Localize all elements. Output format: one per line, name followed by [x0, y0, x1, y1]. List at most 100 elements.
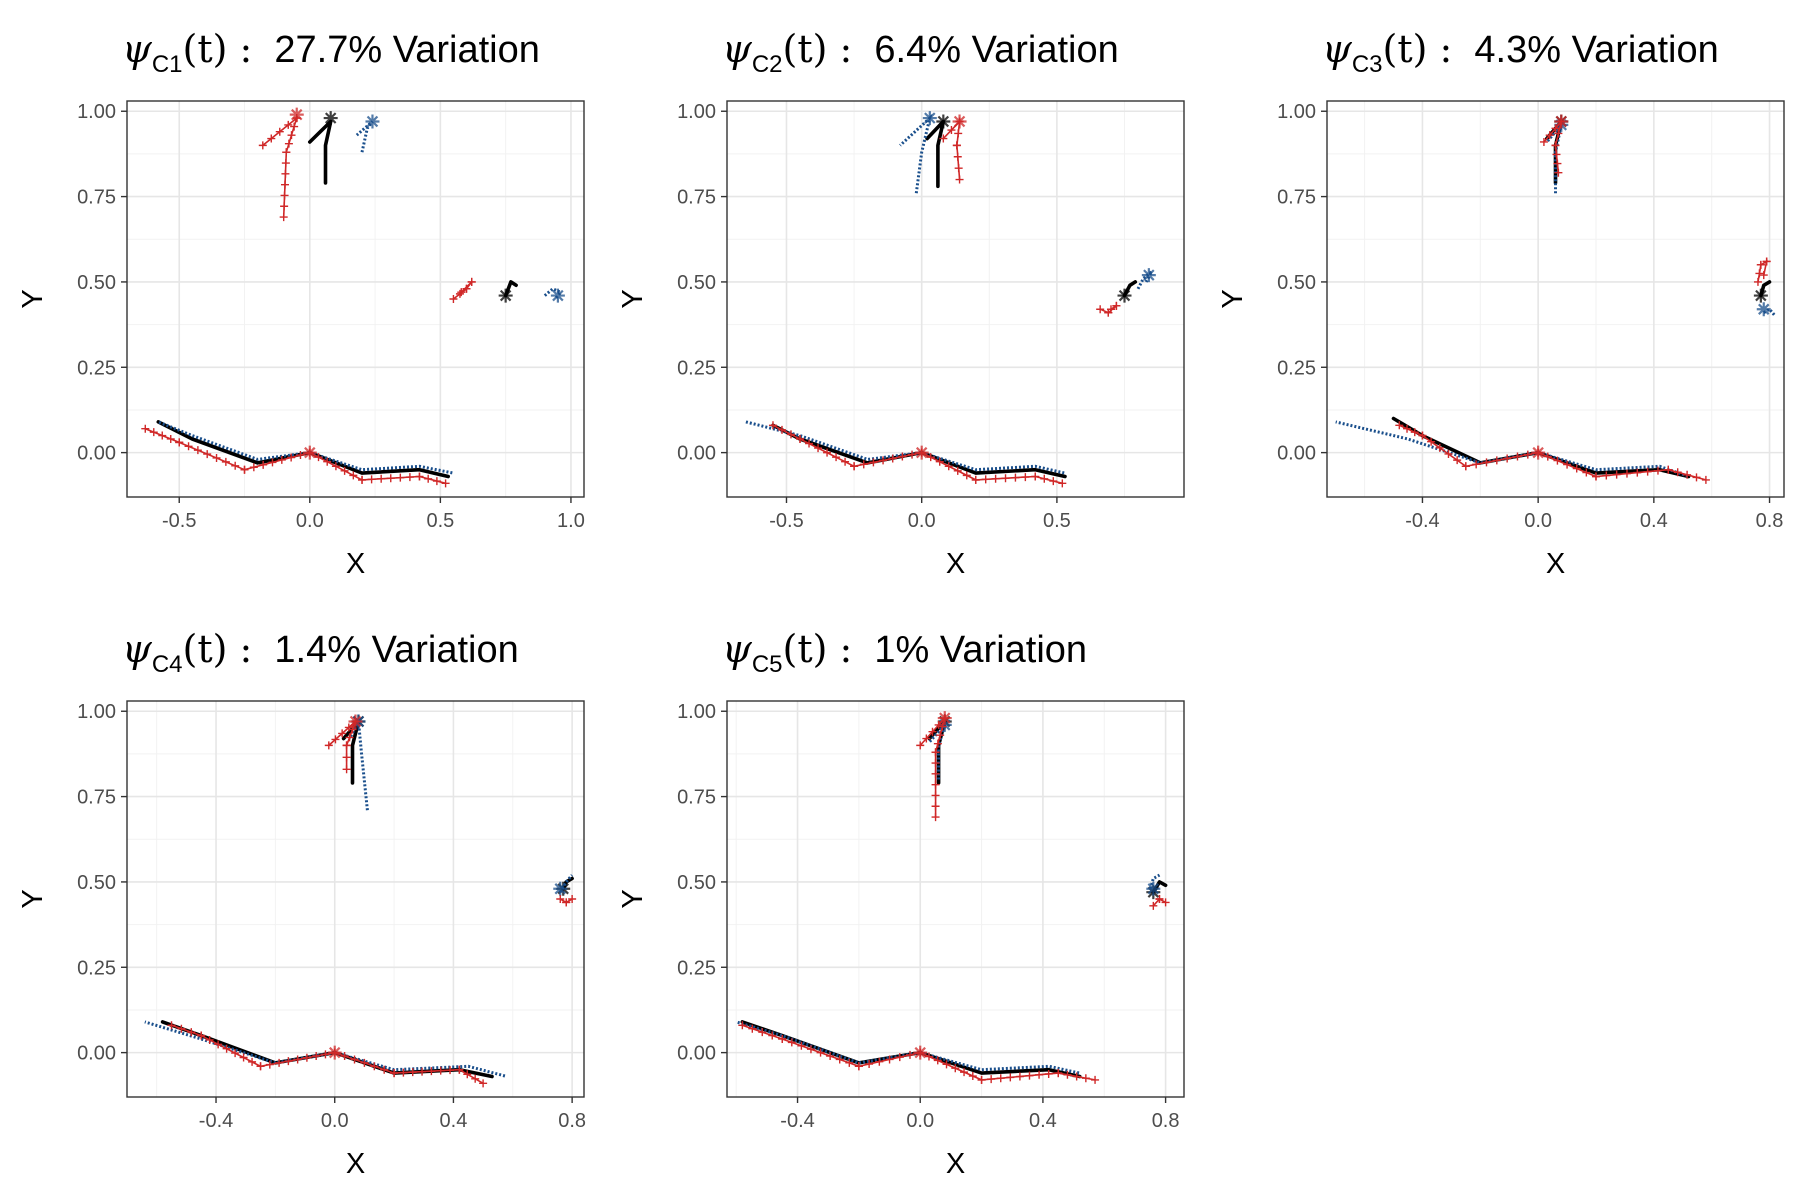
series-minus-marker	[1049, 477, 1058, 486]
series-minus-marker	[449, 295, 458, 303]
series-minus-line	[1398, 424, 1539, 468]
series-minus-marker	[832, 453, 841, 462]
title-argument: t	[1397, 27, 1412, 71]
y-tick-label: 0.50	[677, 272, 716, 294]
series-plus-line	[745, 420, 922, 461]
title-argument: t	[197, 27, 212, 71]
series-minus-marker	[952, 141, 961, 150]
series-minus-marker	[1554, 168, 1563, 177]
panel-border	[726, 100, 1185, 498]
x-tick-label: -0.4	[1405, 510, 1439, 532]
series-minus-marker	[1759, 271, 1768, 280]
x-tick-label: 1.0	[557, 510, 585, 532]
series-mean-line	[919, 450, 1067, 479]
series-minus-marker	[1664, 465, 1673, 474]
y-tick-label: 0.50	[77, 272, 116, 294]
series-minus-marker	[312, 1052, 321, 1061]
series-minus-marker	[778, 1034, 787, 1043]
y-axis-title: Y	[17, 889, 49, 908]
series-minus-marker	[971, 475, 980, 484]
series-minus-marker	[265, 1060, 274, 1069]
series-minus-marker	[1683, 470, 1692, 479]
x-axis-title: X	[946, 548, 965, 580]
title-variation: 1% Variation	[874, 629, 1087, 671]
series-minus-marker	[340, 466, 349, 475]
series-plus-line	[1763, 307, 1777, 318]
series-plus-start-star	[1141, 268, 1156, 283]
series-minus-marker	[865, 1060, 874, 1068]
y-tick-label: 1.00	[677, 101, 716, 123]
series-minus-marker	[968, 1072, 977, 1081]
series-minus-marker	[1149, 901, 1158, 910]
series-minus-marker	[1539, 137, 1548, 146]
panel-3: 0.00 0.25 0.50 0.75 1.00 -0.4 0.0 0.4 0.8 X YψC3(t…	[1217, 27, 1785, 580]
title-variation: 6.4% Variation	[874, 29, 1118, 71]
series-minus-marker	[436, 1066, 445, 1075]
y-tick-label: 0.25	[1277, 357, 1316, 379]
series-minus-start-star	[348, 714, 363, 729]
series-minus-start-star	[1531, 445, 1546, 460]
series-minus-marker	[342, 765, 351, 774]
series-plus-line	[558, 874, 574, 893]
series-minus-marker	[928, 727, 937, 736]
title-subscript: C4	[152, 651, 183, 678]
series-minus-marker	[358, 475, 367, 484]
x-axis-title: X	[946, 1148, 965, 1180]
title-subscript: C1	[152, 51, 183, 78]
series-mean-line	[1122, 280, 1138, 298]
title-symbol: ψ	[722, 27, 753, 71]
series-minus-marker	[380, 1065, 389, 1074]
series-minus-marker	[768, 1031, 777, 1040]
series-minus-marker	[1572, 464, 1581, 473]
series-minus-marker	[187, 1028, 196, 1037]
series-minus-marker	[248, 1057, 257, 1066]
panel-border	[126, 100, 585, 498]
y-tick-label: 0.00	[677, 1043, 716, 1065]
title-open-paren: (	[183, 627, 198, 671]
panel-data	[745, 111, 1156, 488]
series-minus-marker	[931, 802, 940, 811]
series-minus-marker	[1563, 460, 1572, 469]
series-mean-line	[1536, 450, 1691, 479]
y-axis-title: Y	[1217, 289, 1249, 308]
series-minus-start-star	[937, 711, 952, 726]
series-minus-marker	[396, 473, 405, 482]
series-minus-marker	[1472, 460, 1481, 469]
title-open-paren: (	[783, 27, 798, 71]
series-minus-marker	[1072, 1072, 1081, 1081]
series-minus-marker	[879, 456, 888, 465]
series-minus-marker	[290, 122, 299, 131]
title-symbol: ψ	[122, 27, 153, 71]
series-minus-marker	[345, 733, 354, 742]
series-plus-start-star	[1146, 881, 1161, 896]
series-minus-marker	[908, 450, 917, 459]
series-minus-marker	[432, 477, 441, 486]
series-minus-marker	[933, 739, 942, 748]
title-close-paren: ) :	[813, 627, 865, 671]
series-minus-marker	[231, 1049, 240, 1058]
series-mean-start-star	[1753, 288, 1768, 303]
y-tick-label: 0.00	[77, 443, 116, 465]
series-minus-start-star	[914, 445, 929, 460]
series-mean-line	[307, 450, 451, 479]
series-minus-marker	[738, 1021, 747, 1030]
series-minus-marker	[350, 1055, 359, 1064]
series-minus-marker	[256, 1062, 265, 1071]
series-minus-marker	[835, 1055, 844, 1064]
series-minus-marker	[259, 460, 268, 469]
series-minus-marker	[203, 450, 212, 459]
series-minus-marker	[1643, 467, 1652, 476]
title-subscript: C2	[752, 51, 783, 78]
series-minus-marker	[399, 1068, 408, 1077]
y-tick-label: 1.00	[77, 701, 116, 723]
series-minus-marker	[167, 1021, 176, 1030]
title-close-paren: ) :	[813, 27, 865, 71]
panel-title: ψC2(t) : 6.4% Variation	[722, 27, 1119, 78]
series-plus-line	[919, 1051, 1081, 1075]
y-tick-label: 1.00	[1277, 101, 1316, 123]
series-minus-marker	[455, 1065, 464, 1074]
series-mean-line	[927, 719, 947, 785]
panel-data	[141, 107, 565, 488]
series-minus-marker	[342, 741, 351, 750]
